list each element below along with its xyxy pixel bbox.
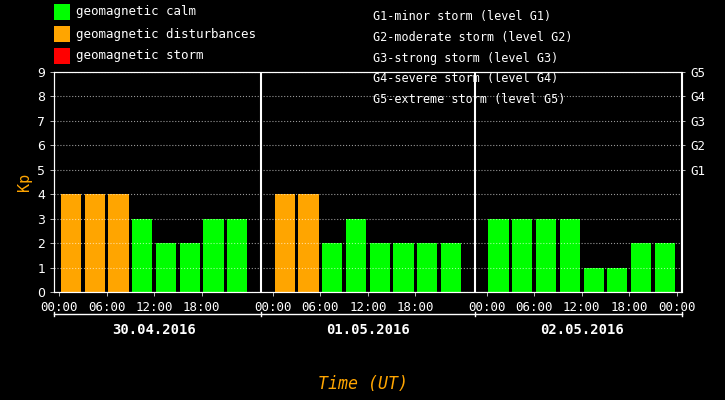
Bar bbox=[61, 194, 81, 292]
Bar bbox=[441, 243, 461, 292]
Bar bbox=[156, 243, 176, 292]
Bar bbox=[85, 194, 105, 292]
Bar bbox=[584, 268, 604, 292]
Text: geomagnetic storm: geomagnetic storm bbox=[76, 50, 204, 62]
Bar bbox=[394, 243, 414, 292]
Bar bbox=[180, 243, 200, 292]
Text: 02.05.2016: 02.05.2016 bbox=[540, 323, 624, 337]
Bar bbox=[608, 268, 627, 292]
Bar bbox=[370, 243, 390, 292]
Bar bbox=[536, 219, 556, 292]
Text: G5-extreme storm (level G5): G5-extreme storm (level G5) bbox=[373, 93, 566, 106]
Bar bbox=[560, 219, 580, 292]
Bar bbox=[227, 219, 247, 292]
Y-axis label: Kp: Kp bbox=[17, 173, 32, 191]
Text: 30.04.2016: 30.04.2016 bbox=[112, 323, 196, 337]
Text: G3-strong storm (level G3): G3-strong storm (level G3) bbox=[373, 52, 559, 65]
Text: Time (UT): Time (UT) bbox=[318, 375, 407, 393]
Bar bbox=[631, 243, 651, 292]
Bar bbox=[513, 219, 532, 292]
Text: G2-moderate storm (level G2): G2-moderate storm (level G2) bbox=[373, 31, 573, 44]
Bar bbox=[299, 194, 319, 292]
Text: G4-severe storm (level G4): G4-severe storm (level G4) bbox=[373, 72, 559, 86]
Bar bbox=[132, 219, 152, 292]
Bar bbox=[417, 243, 437, 292]
Bar bbox=[346, 219, 366, 292]
Bar bbox=[275, 194, 295, 292]
Text: geomagnetic calm: geomagnetic calm bbox=[76, 6, 196, 18]
Bar bbox=[322, 243, 342, 292]
Text: G1-minor storm (level G1): G1-minor storm (level G1) bbox=[373, 10, 552, 23]
Bar bbox=[109, 194, 128, 292]
Bar bbox=[204, 219, 223, 292]
Text: 01.05.2016: 01.05.2016 bbox=[326, 323, 410, 337]
Bar bbox=[489, 219, 509, 292]
Text: geomagnetic disturbances: geomagnetic disturbances bbox=[76, 28, 256, 40]
Bar bbox=[655, 243, 675, 292]
